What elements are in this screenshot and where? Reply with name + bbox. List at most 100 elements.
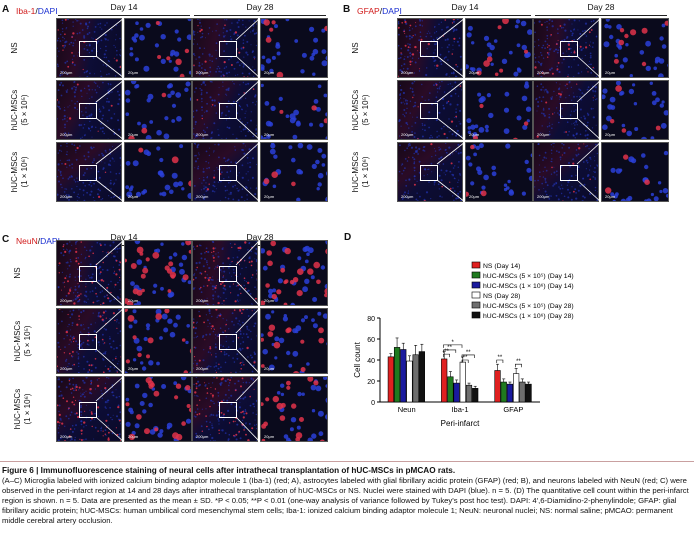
legend-label: hUC-MSCs (5 × 10⁵) (Day 28) <box>483 303 574 310</box>
row-label: hUC-MSCs (5 × 10⁵) <box>13 320 32 362</box>
legend-swatch <box>471 271 481 279</box>
zoom-image: 20μm <box>260 142 328 202</box>
significance-bracket <box>443 344 463 348</box>
row-label: hUC-MSCs (1 × 10⁶) <box>10 151 29 193</box>
y-axis-label: Cell count <box>353 341 362 377</box>
scale-bar-label: 200μm <box>401 70 414 75</box>
day-header-underline <box>535 15 667 16</box>
stain-marker: GFAP <box>357 6 380 16</box>
significance-bracket <box>496 359 504 363</box>
stain-separator: / <box>35 6 38 16</box>
scale-bar-label: 20μm <box>264 366 275 371</box>
roi-box <box>79 41 97 57</box>
bar <box>393 347 401 403</box>
row-label: hUC-MSCs (5 × 10⁵) <box>351 89 370 131</box>
bar-chart: 0 20 40 60 80 Cell count Peri-infarct Neun Iba-1… <box>353 261 574 428</box>
category-label: Iba-1 <box>451 405 468 414</box>
y-tick-label: 80 <box>367 316 375 323</box>
overview-image: 200μm <box>56 308 122 374</box>
bar <box>418 351 425 403</box>
panel-label-a: A <box>2 4 10 15</box>
scale-bar-label: 20μm <box>264 298 275 303</box>
bar <box>412 354 419 403</box>
category-label: Neun <box>398 405 416 414</box>
scale-bar-label: 200μm <box>60 298 73 303</box>
x-axis-label: Peri-infarct <box>441 419 480 428</box>
cell-nuclei <box>125 144 191 199</box>
cell-nuclei <box>602 81 668 139</box>
legend-swatch <box>471 261 481 269</box>
cell-nuclei <box>193 19 257 77</box>
scale-bar-label: 200μm <box>60 132 73 137</box>
significance-bracket <box>515 363 522 368</box>
overview-image: 200μm <box>192 376 258 442</box>
legend-label: NS (Day 28) <box>483 293 520 300</box>
zoom-image: 20μm <box>124 18 192 78</box>
roi-box <box>219 165 237 181</box>
panel-label-b: B <box>343 4 351 15</box>
cell-nuclei <box>125 81 191 139</box>
legend-swatch <box>471 281 481 289</box>
significance-marker: * <box>452 340 455 346</box>
y-tick-label: 40 <box>367 358 375 365</box>
scale-bar-label: 20μm <box>128 70 139 75</box>
row-label: NS <box>13 267 22 279</box>
row-label: NS <box>351 42 360 54</box>
dapi-label: DAPI <box>37 6 58 16</box>
significance-marker: ** <box>516 359 521 365</box>
dapi-label: DAPI <box>40 236 60 246</box>
legend-label: NS (Day 14) <box>483 263 520 270</box>
scale-bar-label: 20μm <box>128 298 139 303</box>
cell-nuclei <box>605 150 668 201</box>
cell-nuclei <box>466 143 532 197</box>
bar <box>441 358 448 403</box>
zoom-image: 20μm <box>260 240 328 306</box>
significance-bracket <box>443 349 457 353</box>
cell-nuclei <box>261 19 327 77</box>
figure-caption: Figure 6 | Immunofluorescence staining o… <box>2 466 690 526</box>
overview-image: 200μm <box>56 18 122 78</box>
roi-box <box>79 266 97 282</box>
roi-box <box>560 165 578 181</box>
y-tick-label: 20 <box>367 379 375 386</box>
day-header-underline <box>58 15 190 16</box>
zoom-image: 20μm <box>465 80 533 140</box>
scale-bar-label: 20μm <box>264 194 275 199</box>
scale-bar-label: 200μm <box>196 434 209 439</box>
scale-bar-label: 20μm <box>469 70 480 75</box>
stain-label: Iba-1/DAPI <box>16 6 58 16</box>
day-header: Day 28 <box>246 232 274 242</box>
legend-swatch <box>471 311 481 319</box>
roi-box <box>420 41 438 57</box>
roi-box <box>560 103 578 119</box>
scale-bar-label: 20μm <box>128 132 139 137</box>
bar <box>465 384 473 403</box>
scale-bar-label: 200μm <box>537 194 550 199</box>
bar <box>519 381 526 403</box>
zoom-image: 20μm <box>601 80 669 140</box>
day-header-underline <box>399 15 531 16</box>
stain-label: NeuN/DAPI <box>16 236 60 246</box>
zoom-image: 20μm <box>260 18 328 78</box>
bar <box>472 388 479 403</box>
scale-bar-label: 200μm <box>196 70 209 75</box>
roi-box <box>219 103 237 119</box>
day-header: Day 14 <box>110 232 138 242</box>
roi-box <box>79 334 97 350</box>
legend-label: hUC-MSCs (1 × 10⁶) (Day 28) <box>483 313 574 320</box>
overview-image: 200μm <box>56 240 122 306</box>
stain-marker: Iba-1 <box>16 6 36 16</box>
overview-image: 200μm <box>533 142 599 202</box>
legend-label: hUC-MSCs (5 × 10⁵) (Day 14) <box>483 273 574 280</box>
scale-bar-label: 200μm <box>537 132 550 137</box>
significance-bracket <box>443 353 450 358</box>
roi-box <box>420 103 438 119</box>
overview-image: 200μm <box>56 80 122 140</box>
cell-nuclei <box>262 143 327 201</box>
bar <box>494 370 501 403</box>
significance-bracket <box>461 359 469 363</box>
cell-nuclei <box>466 81 532 139</box>
scale-bar-label: 200μm <box>401 194 414 199</box>
cell-nuclei <box>125 377 191 441</box>
zoom-image: 20μm <box>124 308 192 374</box>
